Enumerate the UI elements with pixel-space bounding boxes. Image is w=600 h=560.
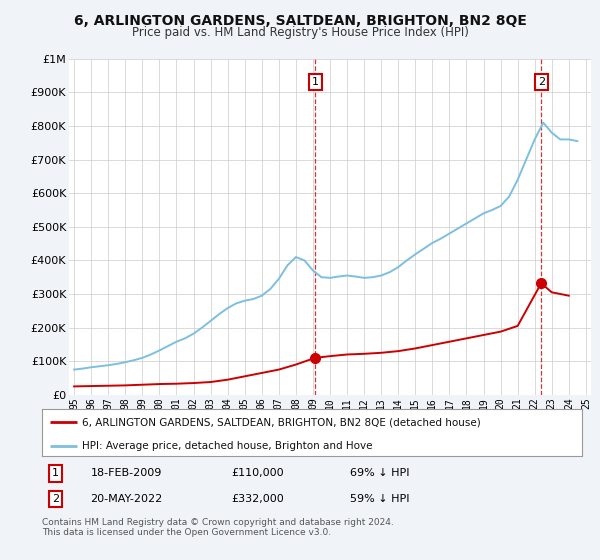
Text: HPI: Average price, detached house, Brighton and Hove: HPI: Average price, detached house, Brig… (83, 441, 373, 451)
Text: £110,000: £110,000 (231, 468, 284, 478)
Text: 59% ↓ HPI: 59% ↓ HPI (350, 494, 409, 504)
Text: 1: 1 (311, 77, 319, 87)
Text: 2: 2 (52, 494, 59, 504)
Text: Contains HM Land Registry data © Crown copyright and database right 2024.
This d: Contains HM Land Registry data © Crown c… (42, 518, 394, 538)
Text: Price paid vs. HM Land Registry's House Price Index (HPI): Price paid vs. HM Land Registry's House … (131, 26, 469, 39)
Text: £332,000: £332,000 (231, 494, 284, 504)
Text: 20-MAY-2022: 20-MAY-2022 (91, 494, 163, 504)
Text: 1: 1 (52, 468, 59, 478)
Text: 6, ARLINGTON GARDENS, SALTDEAN, BRIGHTON, BN2 8QE (detached house): 6, ARLINGTON GARDENS, SALTDEAN, BRIGHTON… (83, 417, 481, 427)
Text: 2: 2 (538, 77, 545, 87)
Text: 69% ↓ HPI: 69% ↓ HPI (350, 468, 409, 478)
Text: 18-FEB-2009: 18-FEB-2009 (91, 468, 162, 478)
Text: 6, ARLINGTON GARDENS, SALTDEAN, BRIGHTON, BN2 8QE: 6, ARLINGTON GARDENS, SALTDEAN, BRIGHTON… (74, 14, 526, 28)
